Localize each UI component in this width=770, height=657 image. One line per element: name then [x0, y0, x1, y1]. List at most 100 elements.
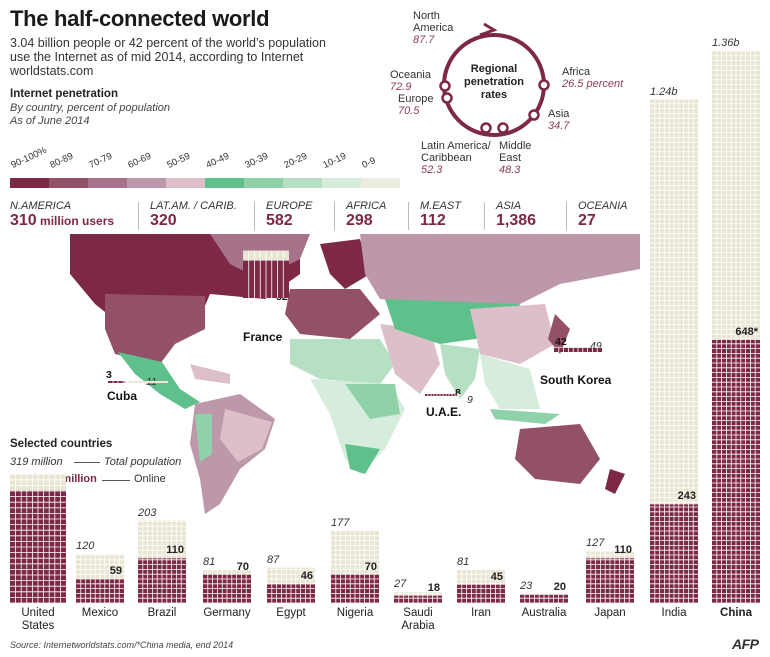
region-divider — [334, 202, 335, 230]
region-name: M.EAST — [420, 200, 461, 212]
country-label-line: Mexico — [81, 607, 119, 619]
region-stat: EUROPE 582 — [266, 200, 312, 230]
callout-total: 49 — [590, 340, 602, 352]
map-china — [470, 304, 555, 364]
callout-waffle — [425, 394, 461, 396]
country-label-line: Iran — [471, 607, 491, 619]
regional-rates-center: Regional penetration rates — [464, 63, 524, 101]
bar-total-label: 177 — [331, 517, 350, 530]
country-label-line: Nigeria — [336, 607, 374, 619]
callout-online: 42 — [555, 336, 567, 348]
regional-rate-value: 70.5 — [398, 105, 420, 117]
bar-online-label: 70 — [364, 560, 377, 573]
country-label-line: Saudi — [403, 607, 433, 619]
bar-group — [267, 567, 315, 604]
map-south-africa — [345, 444, 380, 474]
country-label: Brazil — [132, 607, 192, 620]
region-name: OCEANIA — [578, 200, 628, 212]
regional-rate-item: Africa 26.5 percent — [562, 66, 623, 90]
map-usa — [105, 294, 205, 364]
regional-rate-item: Europe 70.5 — [398, 93, 433, 117]
bar-total-label: 27 — [394, 578, 407, 591]
online-note-arrow — [102, 480, 130, 481]
callout-waffle — [554, 347, 602, 352]
country-label: Saudi Arabia — [388, 607, 448, 633]
callout-waffle — [243, 250, 289, 298]
regional-rate-value: 48.3 — [499, 164, 521, 176]
map-europe — [285, 289, 380, 339]
map-north-africa — [290, 339, 395, 384]
bar-online-label: 46 — [300, 570, 313, 583]
bar-online-label: 20 — [553, 580, 566, 593]
legend-swatch — [322, 178, 361, 188]
penetration-heading: Internet penetration — [10, 88, 118, 100]
region-divider — [566, 202, 567, 230]
country-label-line: Germany — [203, 607, 251, 619]
bar-online-label: 110 — [614, 544, 632, 557]
legend-swatch — [10, 178, 49, 188]
regional-rate-item: Middle East 48.3 — [499, 140, 531, 176]
region-stat: ASIA 1,386 — [496, 200, 536, 230]
page-subtitle: 3.04 billion people or 42 percent of the… — [10, 36, 326, 78]
bar-total-label: 87 — [267, 553, 280, 566]
regional-rate-label: Caribbean — [421, 152, 472, 164]
country-label: Australia — [514, 607, 574, 620]
afp-logo: AFP — [732, 636, 759, 652]
legend-swatch — [88, 178, 127, 188]
map-middle-east — [380, 324, 440, 394]
regional-rates-diagram — [439, 22, 550, 137]
region-value: 310 million users — [10, 212, 115, 229]
map-australia — [515, 424, 600, 484]
bar-total-label: 203 — [138, 506, 157, 519]
region-stat: LAT.AM. / CARIB. 320 — [150, 200, 237, 230]
bar-online-label: 70 — [236, 560, 249, 573]
bar-group — [712, 50, 760, 604]
regional-rate-item: Asia 34.7 — [548, 108, 569, 132]
region-stat: AFRICA 298 — [346, 200, 386, 230]
callout-name: U.A.E. — [426, 405, 462, 419]
callout-name: France — [243, 330, 283, 344]
penetration-line-2: As of June 2014 — [10, 115, 90, 127]
regional-rate-label: America — [413, 22, 454, 34]
penetration-subheading: By country, percent of population As of … — [10, 102, 190, 128]
regional-rate-label: Latin America/ — [421, 140, 491, 152]
legend-swatch — [283, 178, 322, 188]
map-africa-east — [345, 384, 400, 419]
bar-total-label: 127 — [586, 537, 605, 550]
bar-online-label: 110 — [166, 544, 184, 557]
bar-group — [520, 593, 568, 604]
region-name: EUROPE — [266, 200, 313, 212]
region-value: 298 — [346, 212, 373, 229]
region-name: ASIA — [496, 200, 522, 212]
regional-rate-value: 52.3 — [421, 164, 443, 176]
bar-total-label: 120 — [76, 540, 95, 553]
region-stat: M.EAST 112 — [420, 200, 461, 230]
regional-rate-item: Latin America/Caribbean 52.3 — [421, 140, 491, 176]
regional-rate-value: 26.5 percent — [562, 78, 624, 90]
country-label-line: India — [661, 607, 687, 619]
country-label: China — [706, 607, 766, 620]
bar-total-label: 23 — [520, 579, 533, 592]
region-value: 1,386 — [496, 212, 537, 229]
online-note: Online — [134, 473, 166, 485]
bar-group — [586, 551, 634, 604]
bar-online-label: 648* — [735, 325, 758, 338]
region-divider — [484, 202, 485, 230]
country-label: Iran — [451, 607, 511, 620]
map-indonesia — [490, 409, 560, 424]
country-label-line: Brazil — [147, 607, 177, 619]
bar-online-label: 45 — [490, 570, 503, 583]
region-divider — [254, 202, 255, 230]
map-se-asia — [480, 354, 540, 409]
page-title: The half-connected world — [10, 6, 270, 31]
region-name: AFRICA — [346, 200, 387, 212]
map-brazil — [220, 409, 272, 462]
regional-rate-label: North — [413, 10, 440, 22]
total-note-arrow — [74, 462, 100, 463]
regional-rate-label: Middle — [499, 140, 532, 152]
country-label: Egypt — [261, 607, 321, 620]
regional-rate-label: East — [499, 152, 522, 164]
country-label-line: Japan — [594, 607, 626, 619]
map-scandinavia — [320, 239, 370, 289]
country-label: Mexico — [70, 607, 130, 620]
